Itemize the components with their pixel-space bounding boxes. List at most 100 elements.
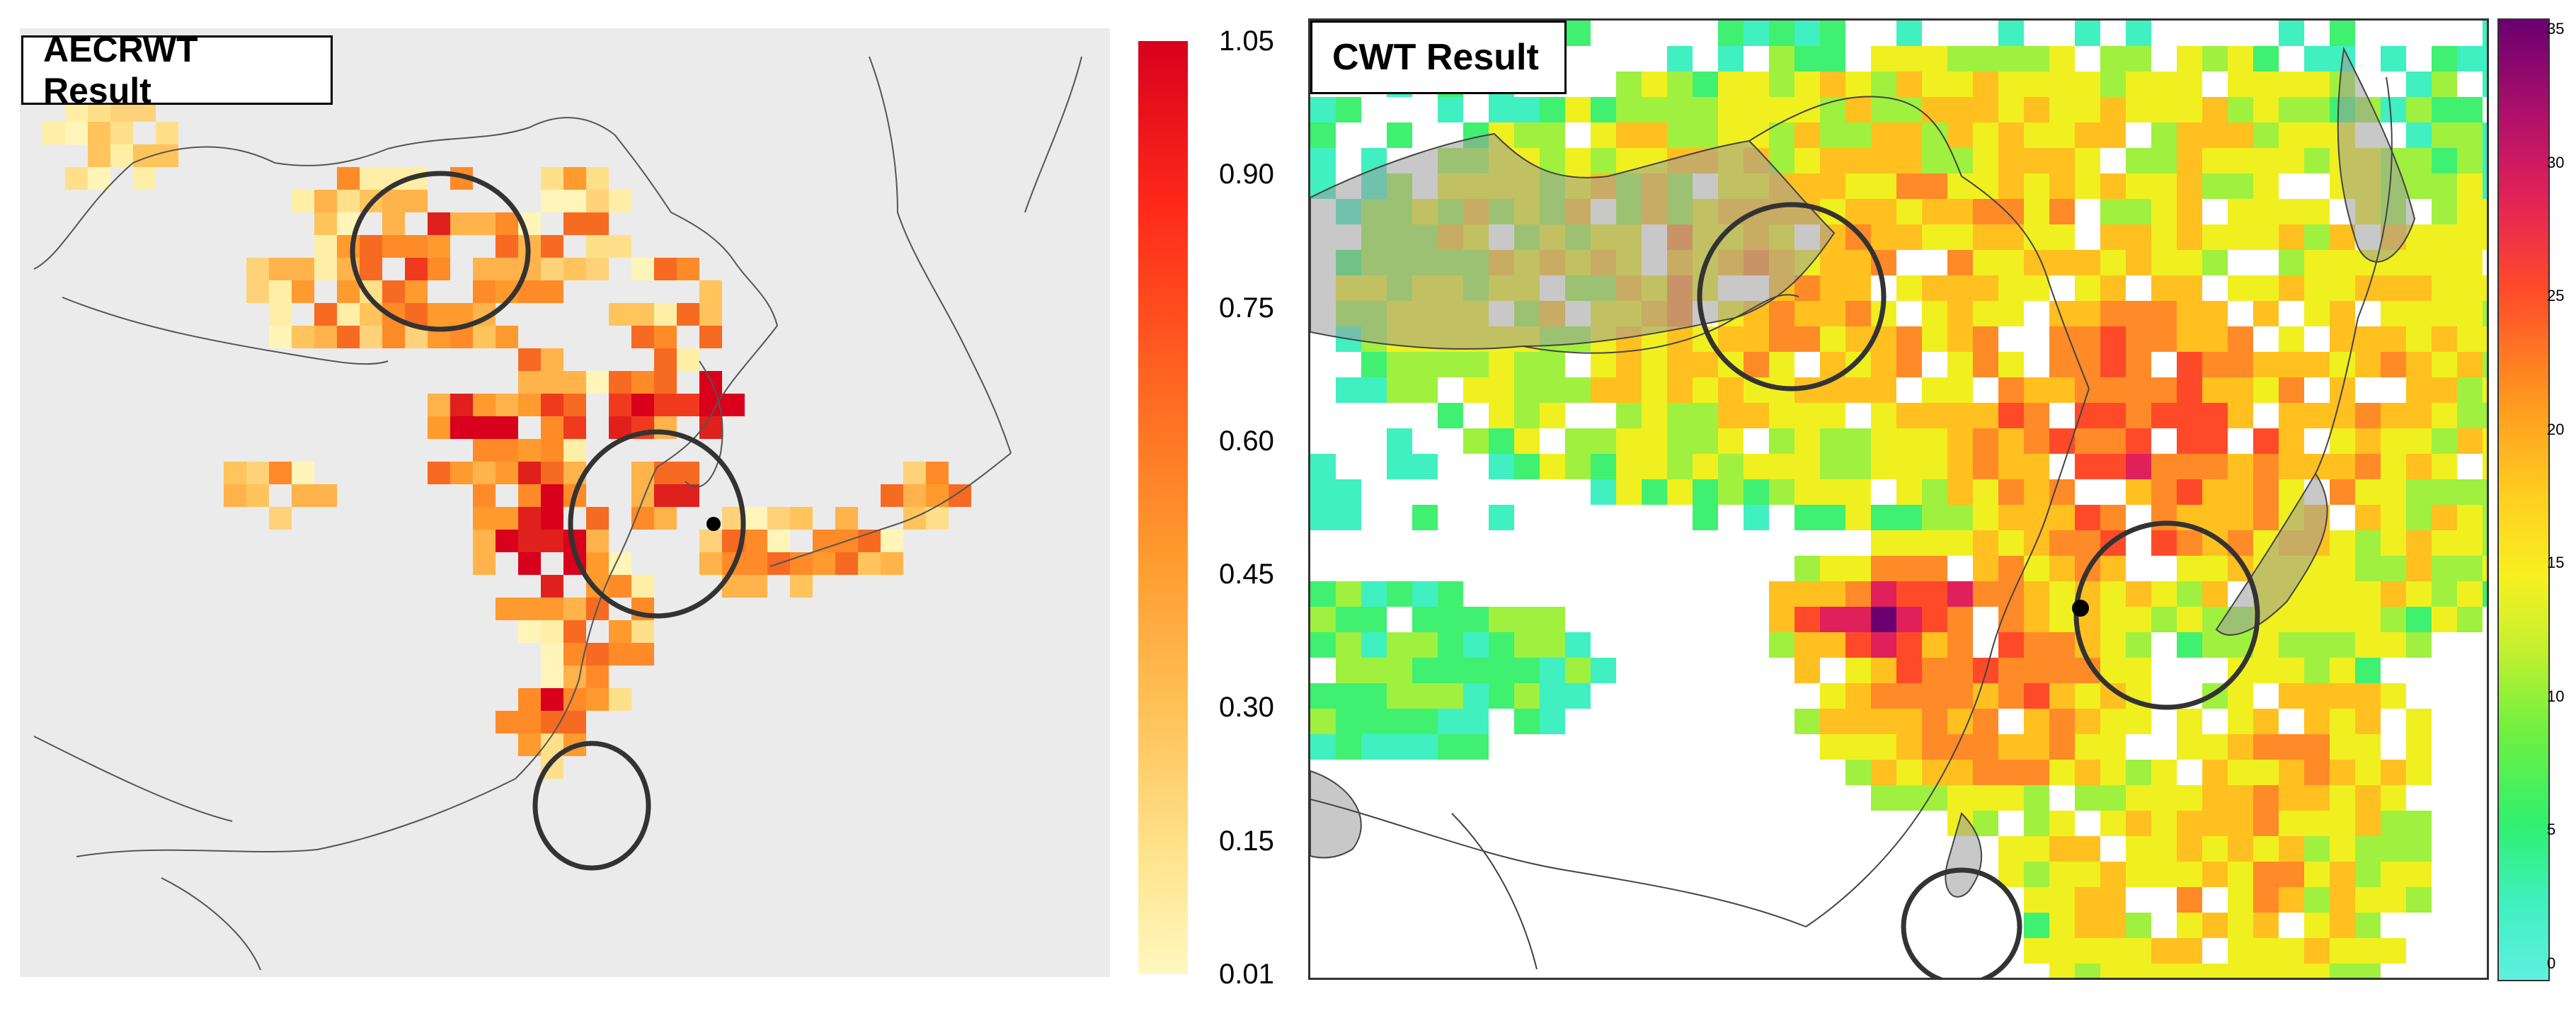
cwt-grid-cell	[2126, 173, 2151, 199]
cwt-grid-cell	[2432, 352, 2457, 377]
cwt-grid-cell	[2406, 709, 2432, 734]
aecrwt-tick-label: 0.75	[1219, 292, 1274, 324]
cwt-grid-cell	[2049, 683, 2075, 709]
cwt-grid-cell	[2330, 811, 2355, 836]
cwt-grid-cell	[1998, 862, 2024, 887]
cwt-grid-cell	[2304, 301, 2330, 326]
cwt-grid-cell	[2151, 97, 2177, 122]
cwt-grid-cell	[2355, 785, 2381, 811]
cwt-grid-cell	[2024, 199, 2049, 224]
cwt-grid-cell	[2177, 352, 2202, 377]
cwt-grid-cell	[1947, 72, 1973, 97]
cwt-grid-cell	[2075, 97, 2100, 122]
cwt-coastline	[2315, 76, 2393, 474]
cwt-grid-cell	[1591, 122, 1616, 148]
aecrwt-highlight-circle	[568, 429, 746, 619]
aecrwt-grid-cell	[450, 462, 473, 484]
cwt-grid-cell	[1896, 734, 1922, 760]
cwt-grid-cell	[2024, 760, 2049, 785]
cwt-grid-cell	[2100, 199, 2126, 224]
cwt-grid-cell	[2406, 250, 2432, 275]
cwt-grid-cell	[1947, 122, 1973, 148]
cwt-grid-cell	[2330, 836, 2355, 862]
cwt-grid-cell	[2075, 938, 2100, 964]
cwt-grid-cell	[1845, 199, 1871, 224]
cwt-grid-cell	[1896, 173, 1922, 199]
cwt-grid-cell	[1922, 199, 1947, 224]
cwt-grid-cell	[1947, 454, 1973, 479]
aecrwt-grid-cell	[563, 416, 586, 439]
cwt-grid-cell	[2279, 428, 2304, 454]
aecrwt-grid-cell	[450, 394, 473, 416]
cwt-grid-cell	[2049, 122, 2075, 148]
cwt-grid-cell	[1667, 122, 1693, 148]
cwt-grid-cell	[1540, 632, 1565, 658]
cwt-grid-cell	[2406, 862, 2432, 887]
cwt-grid-cell	[2049, 556, 2075, 581]
cwt-grid-cell	[1973, 734, 1998, 760]
cwt-grid-cell	[1820, 275, 1845, 301]
cwt-grid-cell	[2253, 46, 2279, 72]
cwt-grid-cell	[1896, 46, 1922, 72]
cwt-land-mask	[1945, 812, 1983, 898]
cwt-grid-cell	[2253, 811, 2279, 836]
cwt-grid-cell	[1412, 709, 1438, 734]
cwt-grid-cell	[2177, 785, 2202, 811]
cwt-grid-cell	[1693, 479, 1718, 505]
cwt-grid-cell	[1896, 454, 1922, 479]
cwt-grid-cell	[1387, 581, 1412, 607]
aecrwt-grid-cell	[586, 643, 609, 666]
aecrwt-grid-cell	[65, 122, 88, 144]
cwt-grid-cell	[1667, 454, 1693, 479]
cwt-grid-cell	[1718, 97, 1744, 122]
cwt-grid-cell	[1718, 428, 1744, 454]
aecrwt-grid-cell	[428, 416, 450, 439]
aecrwt-grid-cell	[631, 394, 654, 416]
cwt-grid-cell	[2355, 607, 2381, 632]
cwt-grid-cell	[2381, 275, 2406, 301]
cwt-grid-cell	[2100, 301, 2126, 326]
aecrwt-grid-cell	[835, 507, 858, 530]
cwt-grid-cell	[2279, 97, 2304, 122]
cwt-tick-label: 0	[2547, 954, 2556, 972]
aecrwt-grid-cell	[518, 711, 541, 733]
cwt-grid-cell	[1973, 785, 1998, 811]
cwt-grid-cell	[1896, 148, 1922, 173]
cwt-tick-label: 35	[2547, 20, 2565, 38]
aecrwt-grid-cell	[563, 439, 586, 462]
cwt-grid-cell	[2304, 658, 2330, 683]
aecrwt-grid-cell	[360, 258, 382, 280]
cwt-grid-cell	[2075, 836, 2100, 862]
cwt-grid-cell	[2457, 148, 2483, 173]
cwt-grid-cell	[2330, 301, 2355, 326]
cwt-grid-cell	[1387, 352, 1412, 377]
cwt-grid-cell	[1769, 581, 1794, 607]
cwt-grid-cell	[1463, 709, 1489, 734]
cwt-grid-cell	[2355, 887, 2381, 913]
cwt-grid-cell	[1922, 454, 1947, 479]
aecrwt-map-svg	[33, 56, 1082, 971]
cwt-grid-cell	[1744, 326, 1769, 352]
cwt-grid-cell	[1998, 760, 2024, 785]
cwt-grid-cell	[1896, 72, 1922, 97]
cwt-grid-cell	[1718, 72, 1744, 97]
cwt-grid-cell	[1845, 505, 1871, 530]
aecrwt-grid-cell	[563, 711, 586, 733]
cwt-grid-cell	[2049, 734, 2075, 760]
cwt-grid-cell	[1820, 556, 1845, 581]
aecrwt-grid-cell	[541, 371, 563, 394]
cwt-grid-cell	[2228, 913, 2253, 938]
aecrwt-panel: AECRWT Result	[20, 28, 1110, 977]
cwt-grid-cell	[1336, 683, 1361, 709]
aecrwt-grid-cell	[292, 258, 314, 280]
cwt-grid-cell	[1947, 607, 1973, 632]
cwt-grid-cell	[1514, 97, 1540, 122]
cwt-grid-cell	[1463, 683, 1489, 709]
cwt-grid-cell	[2483, 479, 2487, 505]
cwt-grid-cell	[2126, 224, 2151, 250]
cwt-grid-cell	[2151, 148, 2177, 173]
aecrwt-grid-cell	[496, 235, 518, 258]
cwt-grid-cell	[2177, 97, 2202, 122]
cwt-grid-cell	[2457, 581, 2483, 607]
aecrwt-grid-cell	[541, 666, 563, 688]
